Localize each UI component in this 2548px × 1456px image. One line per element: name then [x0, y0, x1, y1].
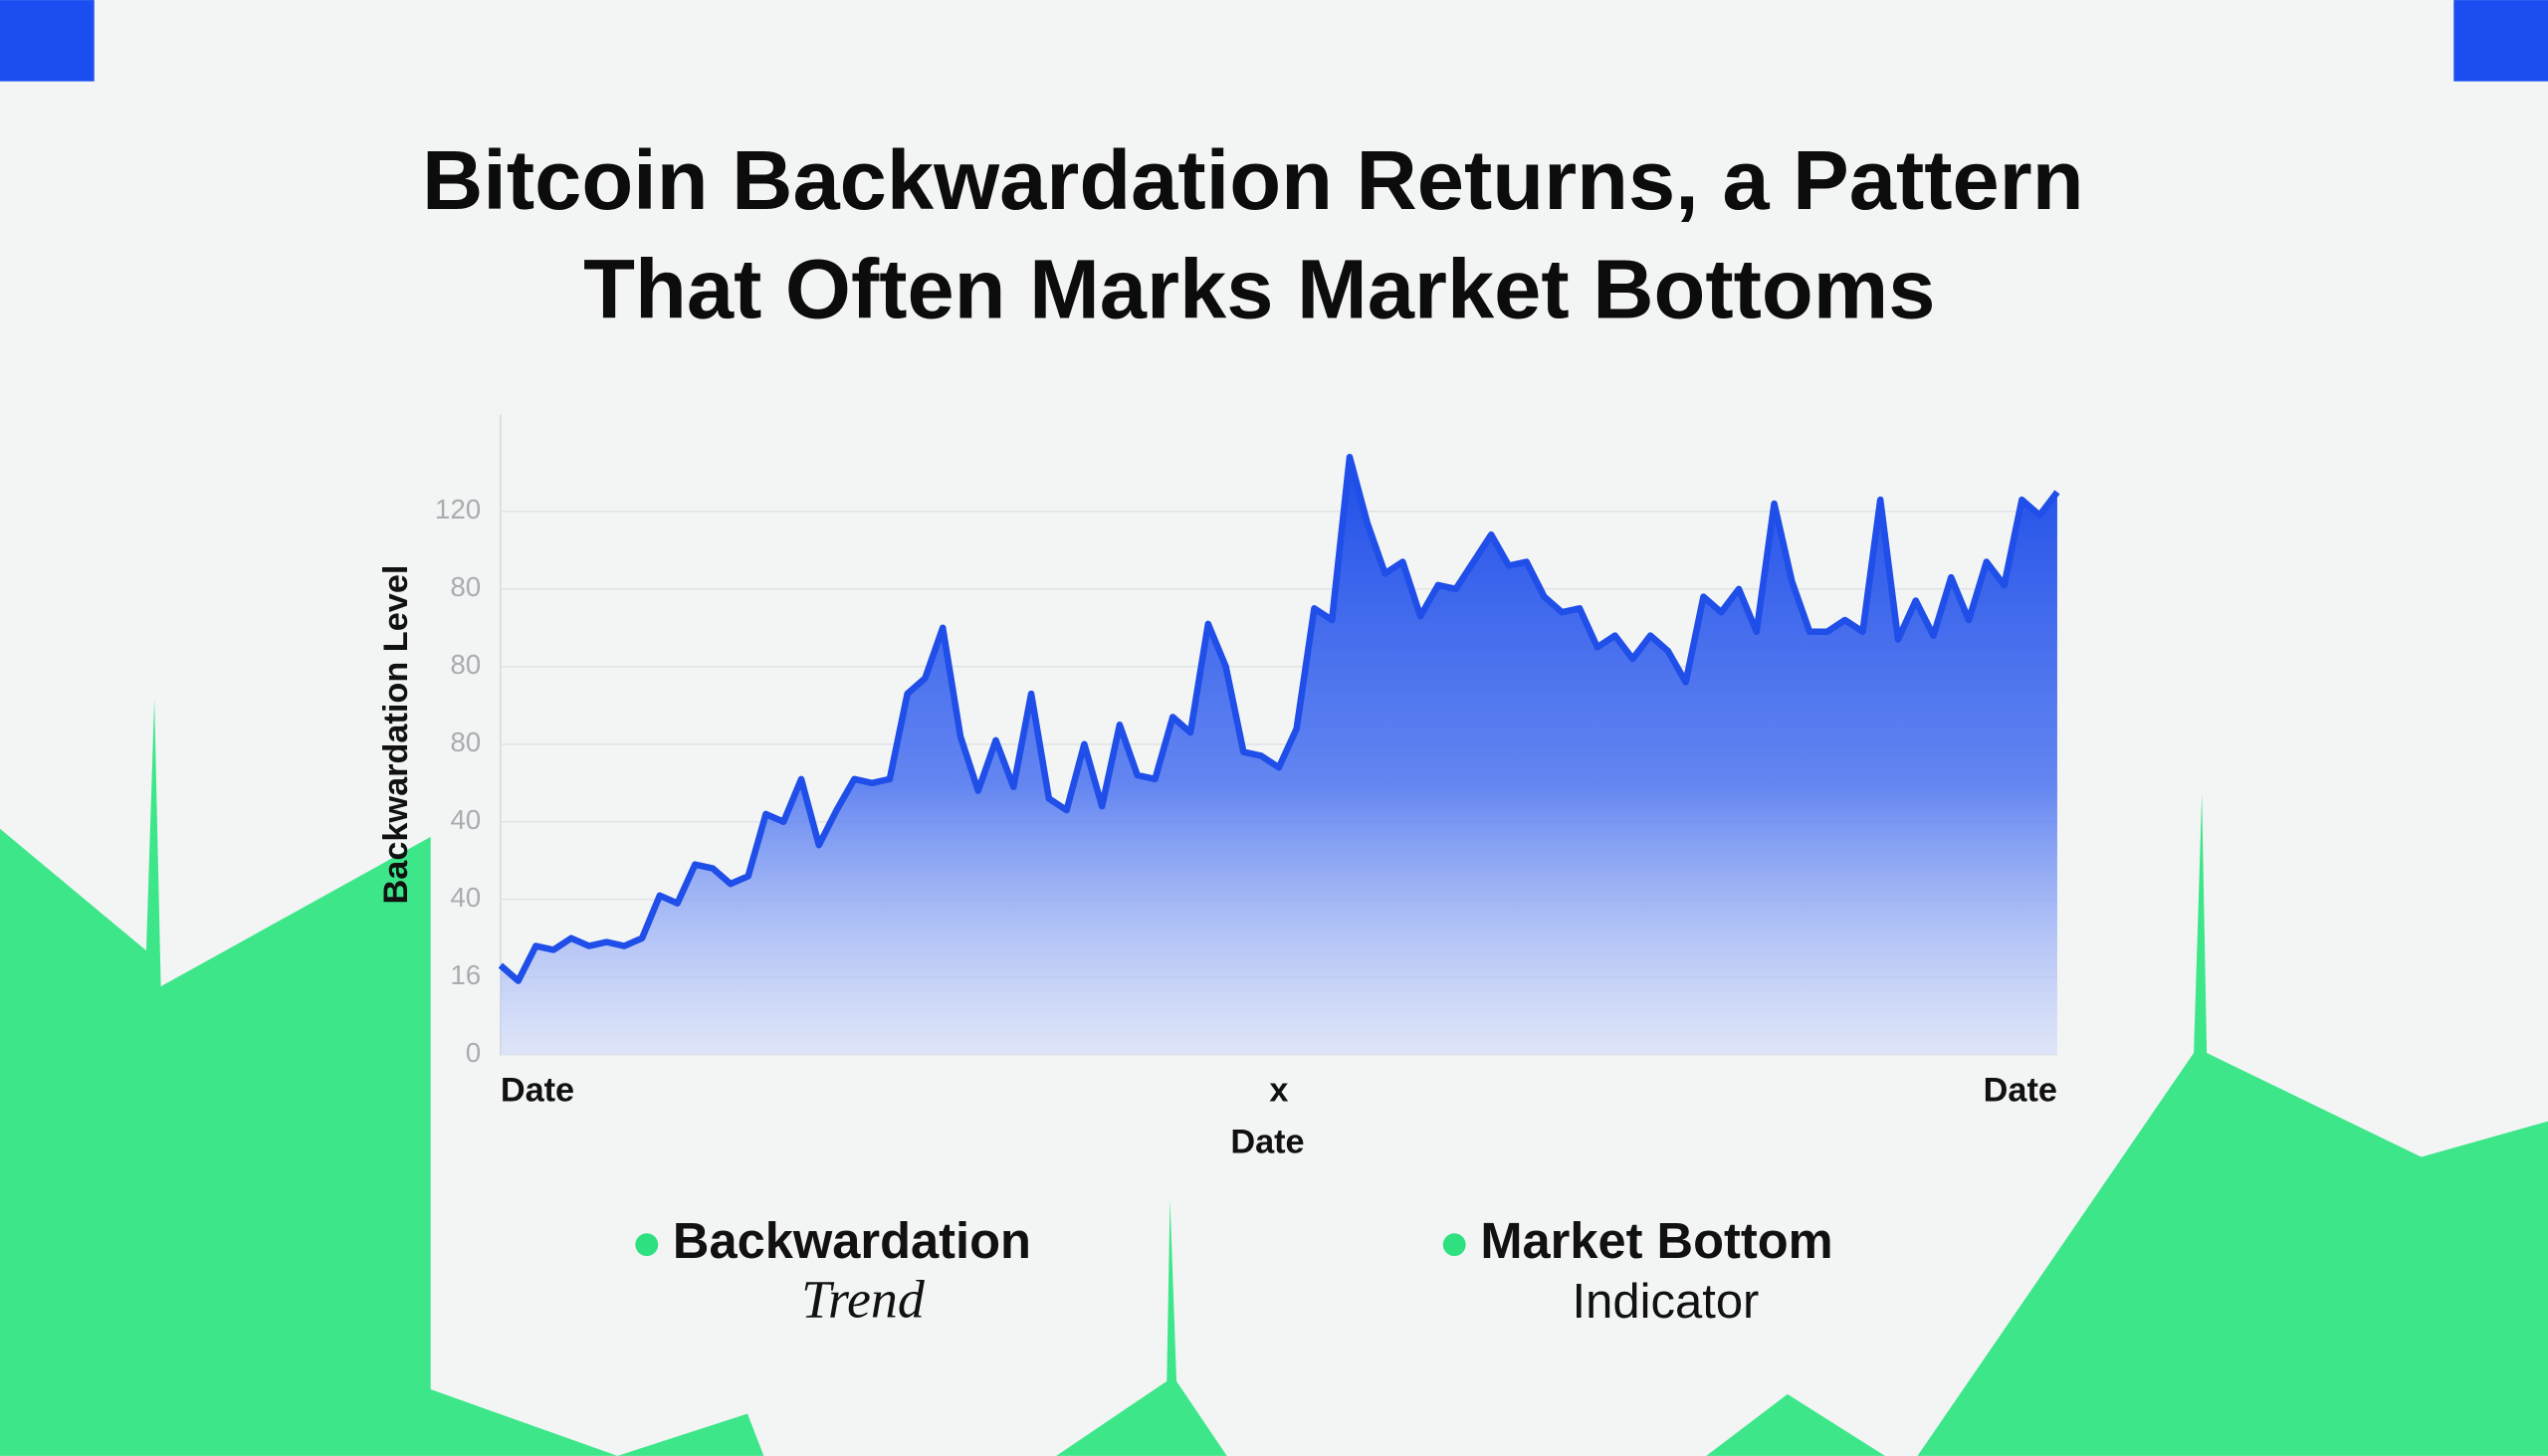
- corner-block: [2453, 0, 2548, 82]
- y-tick-label: 80: [450, 649, 481, 680]
- y-tick-label: 80: [450, 571, 481, 602]
- legend-label: Backwardation: [673, 1212, 1031, 1269]
- legend-dot: [1442, 1233, 1466, 1257]
- y-tick-label: 120: [435, 494, 481, 524]
- corner-block: [0, 0, 95, 82]
- x-tick-label: Date: [1984, 1071, 2057, 1109]
- area-fill: [500, 457, 2057, 1055]
- chart-subtitle: That Often Marks Market Bottoms: [583, 242, 1935, 336]
- x-axis-title: Date: [1230, 1124, 1304, 1161]
- y-tick-label: 40: [450, 804, 481, 835]
- y-tick-label: 16: [450, 959, 481, 990]
- decor-shape: [617, 1413, 764, 1456]
- y-axis-title: Backwardation Level: [377, 565, 415, 905]
- legend-label: Market Bottom: [1480, 1212, 1832, 1269]
- line: [498, 454, 2060, 984]
- decor-shape: [1706, 1393, 1885, 1456]
- legend-dot: [635, 1233, 659, 1257]
- y-tick-label: 40: [450, 882, 481, 913]
- decor-shape: [1056, 1198, 1227, 1456]
- x-tick-label: Date: [501, 1071, 574, 1109]
- chart-title: Bitcoin Backwardation Returns, a Pattern: [422, 132, 2084, 227]
- legend-sublabel: Indicator: [1573, 1275, 1760, 1329]
- y-tick-label: 80: [450, 727, 481, 757]
- legend-sublabel: Trend: [801, 1269, 926, 1329]
- decor-shape: [0, 699, 618, 1456]
- y-tick-label: 0: [466, 1037, 481, 1068]
- x-tick-label: x: [1269, 1071, 1288, 1109]
- decor-shape: [1917, 792, 2548, 1456]
